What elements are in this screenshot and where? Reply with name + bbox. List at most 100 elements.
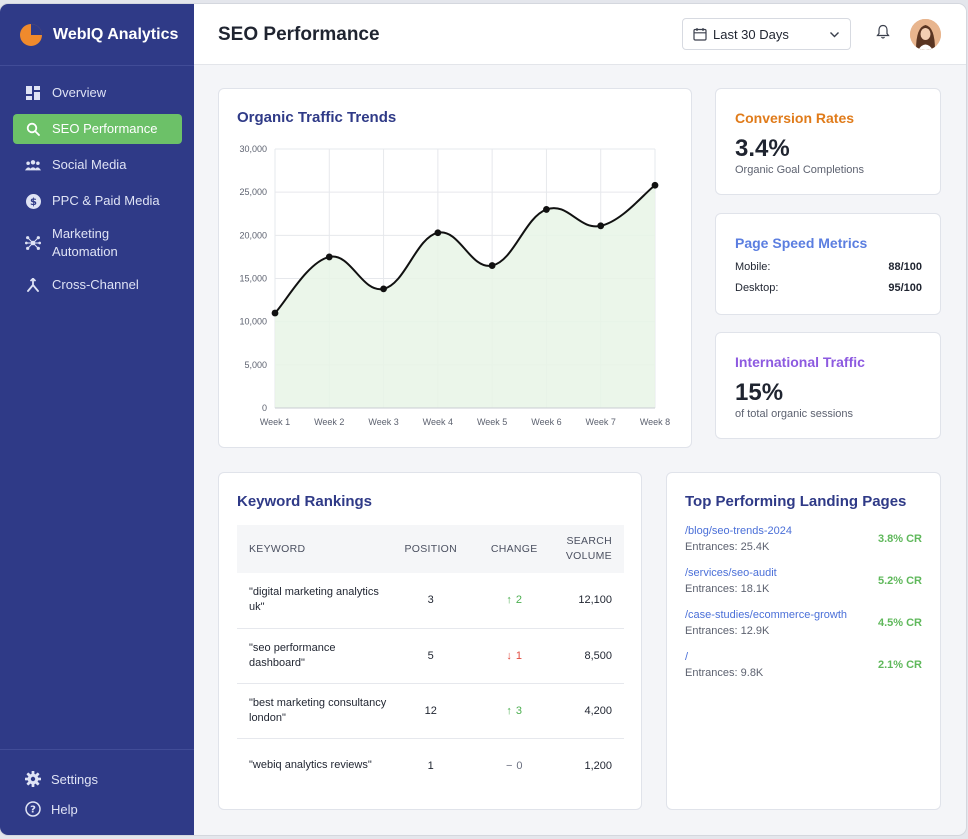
sidebar: WebIQ Analytics Overview SEO Performance… xyxy=(0,4,194,835)
table-row[interactable]: "seo performance dashboard" 5 ↓ 1 8,500 xyxy=(237,628,624,684)
bell-icon[interactable] xyxy=(876,24,890,45)
sidebar-item-seo-performance[interactable]: SEO Performance xyxy=(13,114,182,144)
arrow-up-icon: ↑ xyxy=(506,594,512,607)
network-icon xyxy=(25,235,41,251)
sidebar-item-marketing-automation[interactable]: Marketing Automation xyxy=(13,222,182,264)
arrow-up-icon: ↑ xyxy=(506,704,512,717)
speed-value: 88/100 xyxy=(888,261,922,273)
brand[interactable]: WebIQ Analytics xyxy=(0,4,194,66)
y-tick-label: 10,000 xyxy=(239,317,267,327)
y-tick-label: 0 xyxy=(262,403,267,413)
calendar-icon xyxy=(693,27,707,41)
sidebar-item-cross-channel[interactable]: Cross-Channel xyxy=(13,270,182,300)
app-window: WebIQ Analytics Overview SEO Performance… xyxy=(0,4,966,835)
sidebar-item-overview[interactable]: Overview xyxy=(13,78,182,108)
conversion-rates-card: Conversion Rates 3.4% Organic Goal Compl… xyxy=(715,88,941,195)
table-header-row: KEYWORD POSITION CHANGE SEARCH VOLUME xyxy=(237,525,624,573)
data-point xyxy=(271,309,279,317)
sidebar-item-settings[interactable]: Settings xyxy=(25,764,194,794)
sidebar-item-social-media[interactable]: Social Media xyxy=(13,150,182,180)
speed-label: Desktop: xyxy=(735,282,779,294)
x-tick-label: Week 2 xyxy=(314,417,344,427)
x-tick-label: Week 8 xyxy=(640,417,670,427)
traffic-line-chart: 0 5,000 10,000 15,000 20,000 25,000 30,000 Week… xyxy=(239,144,670,427)
sidebar-item-label: SEO Performance xyxy=(52,121,158,136)
keyword-cell: "seo performance dashboard" xyxy=(237,628,387,684)
sidebar-item-help[interactable]: ? Help xyxy=(25,794,194,824)
landing-page-item[interactable]: /services/seo-audit Entrances: 18.1K 5.2… xyxy=(685,567,922,603)
position-cell: 12 xyxy=(387,683,475,739)
users-icon xyxy=(25,157,41,173)
column-header-search-volume[interactable]: SEARCH VOLUME xyxy=(554,525,624,573)
column-header-position[interactable]: POSITION xyxy=(387,525,475,573)
page-title: SEO Performance xyxy=(218,24,380,45)
card-title: International Traffic xyxy=(735,354,865,370)
landing-page-entrances: Entrances: 18.1K xyxy=(685,583,770,595)
volume-cell: 12,100 xyxy=(554,573,624,629)
change-cell: ↑ 2 xyxy=(474,573,554,629)
x-tick-label: Week 6 xyxy=(531,417,561,427)
landing-pages-card: Top Performing Landing Pages /blog/seo-t… xyxy=(666,472,941,810)
card-title: Page Speed Metrics xyxy=(735,235,868,251)
data-point xyxy=(325,253,333,261)
y-tick-label: 25,000 xyxy=(239,187,267,197)
sidebar-item-label: Cross-Channel xyxy=(52,277,139,292)
sidebar-item-ppc[interactable]: $ PPC & Paid Media xyxy=(13,186,182,216)
card-title: Organic Traffic Trends xyxy=(237,109,397,126)
chevron-down-icon xyxy=(829,29,840,40)
international-traffic-card: International Traffic 15% of total organ… xyxy=(715,332,941,439)
sidebar-item-label: Settings xyxy=(51,771,98,787)
keyword-table: KEYWORD POSITION CHANGE SEARCH VOLUME "d… xyxy=(237,525,624,793)
column-header-change[interactable]: CHANGE xyxy=(474,525,554,573)
landing-page-item[interactable]: /case-studies/ecommerce-growth Entrances… xyxy=(685,609,922,645)
landing-page-entrances: Entrances: 25.4K xyxy=(685,541,770,553)
keyword-cell: "digital marketing analytics uk" xyxy=(237,573,387,629)
branch-icon xyxy=(25,277,41,293)
data-point xyxy=(434,229,442,237)
speed-value: 95/100 xyxy=(888,282,922,294)
position-cell: 5 xyxy=(387,628,475,684)
landing-page-link[interactable]: /services/seo-audit xyxy=(685,567,777,579)
question-icon: ? xyxy=(25,801,41,817)
change-value: 1 xyxy=(515,649,523,662)
sidebar-item-label: Overview xyxy=(52,85,107,100)
landing-page-cr: 4.5% CR xyxy=(877,617,922,629)
landing-page-entrances: Entrances: 12.9K xyxy=(685,625,770,637)
keyword-cell: "webiq analytics reviews" xyxy=(249,759,372,772)
table-row[interactable]: "digital marketing analytics uk" 3 ↑ 2 12… xyxy=(237,573,624,629)
data-point xyxy=(597,222,605,230)
international-value: 15% xyxy=(735,379,784,406)
column-header-keyword[interactable]: KEYWORD xyxy=(237,525,387,573)
landing-page-link[interactable]: / xyxy=(685,651,689,663)
svg-text:?: ? xyxy=(30,805,36,816)
change-cell: ↓ 1 xyxy=(474,628,554,684)
change-value: 0 xyxy=(516,759,523,772)
volume-cell: 1,200 xyxy=(584,759,612,772)
sidebar-footer: Settings ? Help xyxy=(0,749,194,835)
logo-icon xyxy=(20,23,42,46)
y-tick-label: 15,000 xyxy=(239,274,267,284)
table-row[interactable]: "webiq analytics reviews" 1 −0 1,200 xyxy=(237,738,624,793)
landing-page-link[interactable]: /case-studies/ecommerce-growth xyxy=(685,609,848,621)
date-range-select[interactable]: Last 30 Days xyxy=(682,18,851,50)
svg-text:$: $ xyxy=(30,197,37,208)
landing-page-cr: 2.1% CR xyxy=(877,659,922,671)
date-range-value: Last 30 Days xyxy=(713,26,789,42)
landing-page-item[interactable]: / Entrances: 9.8K 2.1% CR xyxy=(685,651,922,687)
change-value: 3 xyxy=(515,704,523,717)
table-row[interactable]: "best marketing consultancy london" 12 ↑… xyxy=(237,683,624,739)
international-subtitle: of total organic sessions xyxy=(735,408,854,420)
avatar[interactable] xyxy=(910,19,941,50)
landing-page-link[interactable]: /blog/seo-trends-2024 xyxy=(685,525,793,537)
series-line xyxy=(274,184,656,314)
landing-page-item[interactable]: /blog/seo-trends-2024 Entrances: 25.4K 3… xyxy=(685,525,922,561)
top-bar: SEO Performance Last 30 Days xyxy=(194,4,966,65)
position-cell: 1 xyxy=(427,759,434,772)
landing-page-entrances: Entrances: 9.8K xyxy=(685,667,764,679)
sidebar-item-label: Marketing Automation xyxy=(52,226,118,259)
keyword-rankings-card: Keyword Rankings KEYWORD POSITION CHANGE… xyxy=(218,472,642,810)
speed-row-mobile: Mobile: 88/100 xyxy=(735,261,922,273)
sidebar-item-label: Social Media xyxy=(52,157,127,172)
x-tick-label: Week 1 xyxy=(260,417,290,427)
page-speed-card: Page Speed Metrics Mobile: 88/100 Deskto… xyxy=(715,213,941,315)
